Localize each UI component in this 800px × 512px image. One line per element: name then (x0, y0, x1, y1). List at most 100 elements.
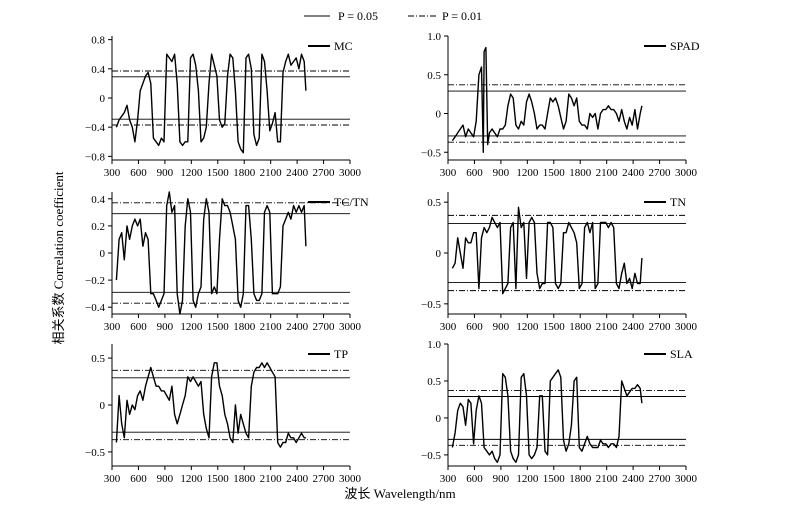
x-tick-label: 300 (104, 473, 121, 485)
x-tick-label: 1200 (516, 321, 539, 333)
axis-frame (447, 192, 686, 315)
x-tick-label: 1500 (207, 167, 230, 179)
x-tick-label: 2400 (286, 321, 309, 333)
series-line-tn (451, 206, 643, 295)
y-tick-label: 0.4 (91, 64, 105, 76)
x-tick-label: 1800 (569, 167, 592, 179)
chart-panel-top-left: 300 600 900 1200 1500 1800 2100 2400 2700 3000−0.… (85, 35, 361, 179)
panel-legend-label: TP (334, 347, 348, 361)
x-tick-label: 1500 (207, 473, 230, 485)
x-tick-label: 2700 (313, 321, 336, 333)
x-tick-label: 1800 (569, 321, 592, 333)
x-tick-label: 1500 (543, 321, 566, 333)
panel-legend-label: TC/TN (334, 195, 369, 209)
legend: P = 0.05 P = 0.01 (304, 9, 482, 23)
y-tick-label: 0.5 (427, 197, 441, 209)
x-tick-label: 900 (157, 321, 174, 333)
chart-panel-bottom-right: 300 600 900 1200 1500 1800 2100 2400 2700 3000−0.… (421, 339, 697, 485)
x-tick-label: 900 (493, 473, 510, 485)
x-tick-label: 2400 (286, 473, 309, 485)
x-tick-label: 1200 (180, 167, 203, 179)
x-tick-label: 1200 (516, 473, 539, 485)
y-tick-label: −0.4 (85, 302, 105, 314)
y-tick-label: 0.8 (91, 35, 105, 47)
chart-panel-middle-left: 300 600 900 1200 1500 1800 2100 2400 2700 3000−0.… (85, 191, 369, 333)
x-tick-label: 1500 (543, 473, 566, 485)
x-tick-label: 2100 (260, 473, 283, 485)
y-tick-label: 0 (436, 413, 442, 425)
y-tick-label: −0.4 (85, 122, 105, 134)
x-tick-label: 900 (493, 321, 510, 333)
series-line-tp (115, 362, 306, 448)
chart-panel-top-right: 300 600 900 1200 1500 1800 2100 2400 2700 3000−0.… (421, 31, 700, 179)
x-tick-label: 1800 (233, 473, 256, 485)
x-tick-label: 300 (104, 167, 121, 179)
x-tick-label: 600 (130, 321, 147, 333)
x-tick-label: 2400 (286, 167, 309, 179)
x-tick-label: 2400 (622, 473, 645, 485)
y-tick-label: 0 (100, 400, 106, 412)
x-tick-label: 3000 (339, 473, 362, 485)
x-tick-label: 900 (157, 473, 174, 485)
x-tick-label: 600 (466, 167, 483, 179)
x-tick-label: 2100 (596, 167, 619, 179)
y-tick-label: 0 (100, 93, 106, 105)
x-tick-label: 2700 (313, 167, 336, 179)
x-tick-label: 3000 (675, 167, 698, 179)
y-tick-label: 0 (436, 109, 442, 121)
y-tick-label: 0.5 (427, 70, 441, 82)
x-tick-label: 2100 (596, 321, 619, 333)
x-tick-label: 1800 (233, 321, 256, 333)
series-line-mc (115, 53, 307, 154)
y-tick-label: 0.4 (91, 194, 105, 206)
x-tick-label: 600 (466, 321, 483, 333)
x-tick-label: 300 (440, 167, 457, 179)
y-tick-label: −0.5 (421, 450, 441, 462)
axis-frame (111, 192, 350, 315)
x-tick-label: 2700 (649, 473, 672, 485)
x-tick-label: 900 (157, 167, 174, 179)
y-tick-label: 0.2 (91, 221, 105, 233)
y-tick-label: −0.8 (85, 151, 105, 163)
x-tick-label: 300 (104, 321, 121, 333)
axis-frame (111, 344, 350, 467)
x-tick-label: 2400 (622, 321, 645, 333)
x-tick-label: 2100 (596, 473, 619, 485)
x-tick-label: 300 (440, 321, 457, 333)
y-tick-label: −0.5 (85, 447, 105, 459)
y-tick-label: 0 (100, 248, 106, 260)
x-tick-label: 2100 (260, 167, 283, 179)
chart-panel-bottom-left: 300 600 900 1200 1500 1800 2100 2400 2700 3000−0.… (85, 344, 362, 485)
panels: 300 600 900 1200 1500 1800 2100 2400 2700 3000−0.… (85, 31, 700, 485)
y-tick-label: 0 (436, 248, 442, 260)
x-tick-label: 1800 (233, 167, 256, 179)
series-line-spad (451, 46, 643, 154)
x-axis-label: 波长 Wavelength/nm (344, 486, 455, 501)
y-axis-label: 相关系数 Correlation coefficient (51, 171, 66, 344)
x-tick-label: 3000 (339, 321, 362, 333)
legend-solid-label: P = 0.05 (338, 9, 378, 23)
x-tick-label: 900 (493, 167, 510, 179)
x-tick-label: 3000 (675, 321, 698, 333)
x-tick-label: 3000 (339, 167, 362, 179)
x-tick-label: 1500 (543, 167, 566, 179)
x-tick-label: 1800 (569, 473, 592, 485)
x-tick-label: 3000 (675, 473, 698, 485)
series-line-tc-tn (115, 191, 307, 315)
x-tick-label: 2700 (649, 167, 672, 179)
y-tick-label: 1.0 (427, 31, 441, 43)
panel-legend-label: SLA (670, 347, 693, 361)
x-tick-label: 2400 (622, 167, 645, 179)
x-tick-label: 600 (130, 167, 147, 179)
legend-dashdot-label: P = 0.01 (442, 9, 482, 23)
y-tick-label: 0.5 (91, 353, 105, 365)
x-tick-label: 600 (130, 473, 147, 485)
y-tick-label: −0.5 (421, 299, 441, 311)
series-line-sla (451, 369, 643, 463)
y-tick-label: 1.0 (427, 339, 441, 351)
panel-legend-label: MC (334, 39, 353, 53)
panel-legend-label: TN (670, 195, 686, 209)
panel-legend-label: SPAD (670, 39, 700, 53)
x-tick-label: 1200 (516, 167, 539, 179)
